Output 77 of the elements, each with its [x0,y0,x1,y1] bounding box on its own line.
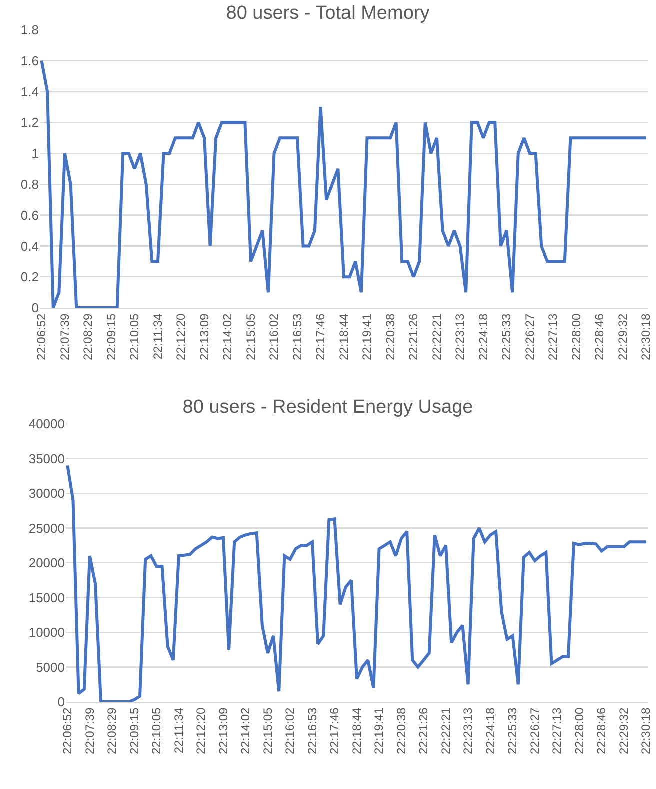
x-tick-label: 22:23:13 [453,313,468,361]
x-tick-label: 22:11:34 [150,313,165,360]
y-tick-label: 20000 [28,556,65,571]
x-tick-label: 22:21:26 [416,707,431,755]
y-tick-label: 0 [58,694,65,710]
x-tick-label: 22:28:00 [572,707,586,755]
x-tick-label: 22:11:34 [172,707,186,754]
x-tick-label: 22:09:15 [127,707,142,755]
x-tick-label: 22:28:46 [592,313,607,361]
x-tick-label: 22:24:18 [476,313,490,361]
x-tick-label: 22:26:27 [528,707,542,755]
x-tick-label: 22:27:13 [550,707,564,755]
x-tick-label: 22:20:38 [394,707,408,755]
x-tick-label: 22:27:13 [546,313,560,361]
y-tick-label: 1.2 [20,115,39,130]
line-series [66,464,648,702]
y-tick-label: 40000 [28,416,65,432]
x-tick-label: 22:08:29 [81,313,96,361]
x-tick-label: 22:15:05 [260,707,275,755]
x-tick-label: 22:17:46 [328,707,342,755]
y-tick-label: 1.6 [20,53,39,68]
x-tick-label: 22:10:05 [128,313,142,361]
x-tick-label: 22:13:09 [197,313,212,361]
y-tick-label: 0.8 [20,176,39,192]
y-tick-label: 1.8 [20,22,39,38]
x-tick-label: 22:22:21 [430,313,444,361]
y-tick-label: 0.2 [20,270,39,285]
x-tick-label: 22:20:38 [383,313,398,361]
y-tick-label: 5000 [36,660,65,675]
x-tick-label: 22:22:21 [438,707,453,755]
x-tick-label: 22:28:46 [594,707,609,755]
x-tick-label: 22:25:33 [500,313,514,361]
x-tick-label: 22:23:13 [461,707,476,755]
x-tick-label: 22:10:05 [150,707,164,755]
chart-title: 80 users - Resident Energy Usage [182,397,474,418]
x-tick-label: 22:19:41 [372,707,386,755]
y-tick-label: 15000 [28,590,65,606]
x-tick-label: 22:07:39 [82,707,97,755]
x-tick-label: 22:13:09 [216,707,230,755]
x-tick-label: 22:30:18 [639,707,654,755]
x-tick-label: 22:16:53 [305,707,320,755]
line-series [40,59,648,308]
x-tick-label: 22:19:41 [360,313,374,361]
x-tick-label: 22:08:29 [105,707,120,755]
x-tick-label: 22:16:02 [283,707,298,755]
y-tick-label: 0 [32,300,39,316]
x-tick-label: 22:12:20 [174,313,188,361]
x-tick-label: 22:16:02 [267,313,282,361]
y-tick-label: 35000 [28,451,65,466]
y-tick-label: 25000 [28,520,65,536]
x-tick-label: 22:14:02 [220,313,235,361]
x-tick-label: 22:18:44 [350,707,364,755]
x-tick-label: 22:07:39 [58,313,72,361]
x-tick-label: 22:29:32 [616,707,631,755]
x-tick-label: 22:17:46 [314,313,328,361]
x-tick-label: 22:25:33 [506,707,520,755]
x-tick-label: 22:24:18 [483,707,498,755]
x-tick-label: 22:21:26 [406,313,421,361]
x-tick-label: 22:29:32 [616,313,630,361]
y-tick-label: 0.6 [20,208,39,223]
y-tick-label: 30000 [28,486,65,502]
x-tick-label: 22:14:02 [238,707,253,755]
x-tick-label: 22:16:53 [290,313,304,361]
y-tick-label: 1.4 [20,84,39,100]
x-tick-label: 22:09:15 [104,313,118,361]
x-tick-label: 22:12:20 [194,707,208,755]
chart-title: 80 users - Total Memory [226,3,430,24]
y-tick-label: 10000 [28,625,65,640]
x-tick-label: 22:18:44 [336,313,351,361]
y-tick-label: 0.4 [20,238,39,254]
y-tick-label: 1 [32,146,39,162]
x-tick-label: 22:06:52 [60,707,75,755]
x-tick-label: 22:06:52 [34,313,49,361]
x-tick-label: 22:15:05 [244,313,258,361]
x-tick-label: 22:28:00 [569,313,584,361]
x-tick-label: 22:26:27 [522,313,537,361]
x-tick-label: 22:30:18 [639,313,654,361]
